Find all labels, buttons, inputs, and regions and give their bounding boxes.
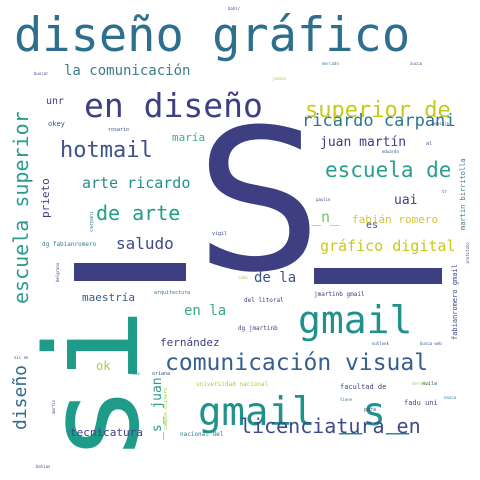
word-avila: avila	[422, 381, 438, 387]
word-fabianromero-gmail: fabianromero gmail	[451, 264, 459, 340]
word-dg-fabianromero: dg fabianromero	[42, 241, 97, 248]
word-ok: ok	[96, 359, 111, 373]
word-del-litoral: del litoral	[244, 297, 284, 304]
word-grafico-digital: gráfico digital	[320, 237, 456, 255]
word-universidad-nacional: universidad nacional	[196, 381, 269, 388]
word-saludo: saludo	[116, 234, 174, 253]
word-juan-martin: juan martín	[320, 135, 407, 150]
word-para: para	[364, 407, 377, 413]
word-maria: maría	[172, 131, 206, 144]
word-jazmin: jazmín	[272, 76, 287, 81]
word-de-arte: de arte	[96, 201, 181, 225]
word-escuela-de: escuela de	[325, 158, 452, 182]
word-tiene: tiene	[340, 397, 353, 402]
bar-left	[74, 263, 186, 281]
word-derecho: derecho	[412, 381, 429, 386]
word-fernandez: fernández	[160, 336, 220, 349]
word-eduardo: eduardo	[382, 149, 399, 154]
word-bahir: bahir	[228, 6, 241, 11]
word-martin-birritolla: martin birritolla	[459, 158, 467, 230]
word-al: al	[426, 141, 433, 147]
word-prieto: prieto	[39, 178, 52, 218]
word-tecnicatura: tecnicatura	[70, 426, 143, 439]
word-rosa: rosa	[130, 371, 140, 376]
word-facultad-de: facultad de	[340, 383, 387, 391]
word-buscar: buscar	[34, 71, 49, 76]
word-carpani: carpani	[89, 210, 95, 232]
word-vigil: vigil	[212, 231, 228, 237]
word-comunicacion-visual: comunicación visual	[165, 350, 429, 376]
word-maestria: maestría	[82, 291, 135, 304]
word-nazca: nazca	[444, 395, 457, 400]
word-zucca: zucca	[410, 61, 423, 66]
word-hotmail: hotmail	[60, 138, 153, 163]
word-dg-jmartinb: dg jmartinb	[238, 325, 278, 332]
word-jmartinb-gmail: jmartinb gmail	[314, 291, 365, 298]
word-arquitectura: arquitectura	[154, 290, 191, 296]
word-gmail-s: gmail _s_	[198, 390, 410, 435]
word-mercado: mercado	[322, 61, 339, 66]
word-en-la: en la	[184, 303, 227, 319]
word-n: _n_	[312, 208, 340, 226]
word-fadu-uni: fadu uni	[404, 399, 438, 407]
word-tr: tr	[442, 189, 447, 194]
word-oriana: oriana	[152, 371, 171, 377]
word-arte-ricardo: arte ricardo	[82, 174, 191, 192]
word-belgrano: belgrano	[55, 262, 60, 282]
word-outlook: outlook	[372, 341, 389, 346]
word-okey: okey	[48, 120, 65, 128]
word-escuela-superior: escuela superior	[9, 111, 33, 304]
word-instituto: instituto	[465, 242, 470, 264]
word-diseno-vertical: diseño	[10, 364, 31, 430]
word-unr: unr	[46, 96, 65, 107]
word-es: es	[366, 220, 379, 231]
bar-right	[314, 268, 442, 284]
word-fabian-romero: fabián romero	[352, 213, 439, 226]
word-la-comunicacion: la comunicación	[64, 63, 191, 79]
word-sic-en: sic en	[14, 355, 29, 360]
word-uai: uai	[394, 193, 418, 208]
word-nacional-del: nacional del	[180, 431, 224, 438]
word-ricardo-carpani: ricardo carpani	[302, 111, 456, 131]
word-batias: batias	[36, 464, 51, 469]
word-superior-de: superior de	[305, 98, 451, 123]
word-campos-olivero: campos olivero	[163, 387, 169, 430]
word-de-la: de la	[254, 270, 297, 286]
word-busca-web: busca web	[420, 341, 442, 346]
word-caba: caba	[238, 275, 248, 280]
word-mensaje: mensaje	[432, 121, 449, 126]
word-martin: martín	[51, 399, 56, 414]
word-rosario: rosario	[108, 127, 130, 133]
word-licenciatura-en: licenciatura en	[240, 414, 421, 438]
word-gmail: gmail	[298, 298, 413, 342]
word-paulin: paulin	[316, 197, 331, 202]
word-en-diseno: en diseño	[84, 86, 263, 125]
word-diseno-grafico: diseño gráfico	[14, 8, 411, 63]
word-s-big: S	[196, 88, 321, 316]
